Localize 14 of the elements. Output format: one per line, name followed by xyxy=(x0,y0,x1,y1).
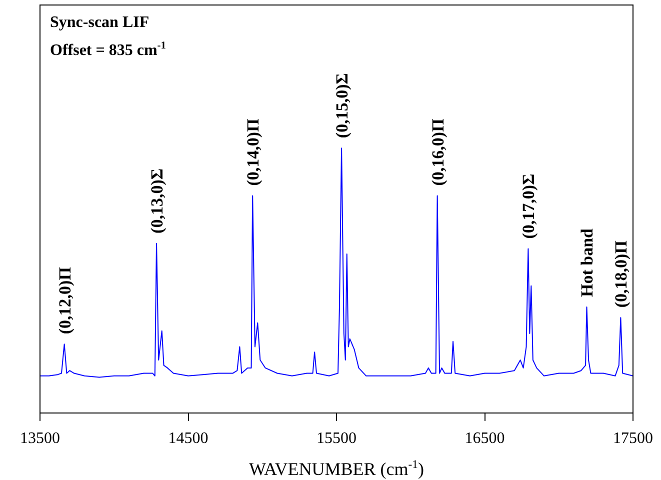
annotation: (0,16,0)Π xyxy=(428,118,448,186)
annotation: Hot band xyxy=(578,228,597,298)
x-tick-label: 14500 xyxy=(168,430,208,447)
annotation: (0,14,0)Π xyxy=(244,118,263,186)
annotation: (0,18,0)Π xyxy=(612,240,631,308)
annotation: (0,15,0)Σ xyxy=(332,73,352,138)
x-tick-label: 16500 xyxy=(464,430,505,447)
chart-title: Sync-scan LIF xyxy=(50,14,150,31)
annotation: (0,17,0)Σ xyxy=(519,174,538,239)
annotation: (0,13,0)Σ xyxy=(148,168,167,234)
annotation: (0,12,0)Π xyxy=(55,267,74,334)
x-tick-label: 13500 xyxy=(20,430,60,447)
x-tick-label: 15500 xyxy=(316,430,356,447)
x-tick-label: 17500 xyxy=(613,430,653,447)
